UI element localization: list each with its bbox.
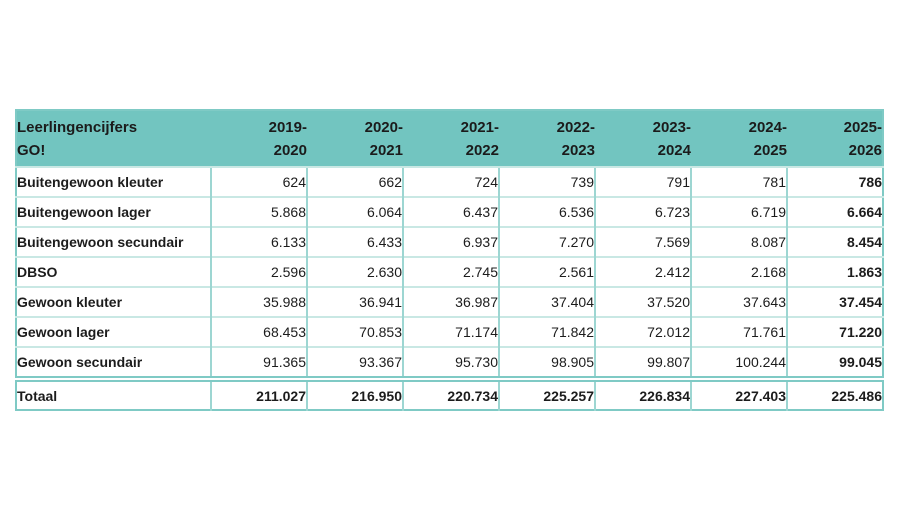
value-cell: 71.174 [402,316,499,347]
value-cell: 786 [786,166,883,197]
value-cell: 37.404 [498,286,595,317]
value-cell: 36.941 [306,286,403,317]
column-header-2023-2024: 2023- 2024 [595,110,691,167]
value-cell: 2.596 [210,256,307,287]
value-cell: 95.730 [402,346,499,382]
value-cell: 100.244 [690,346,787,382]
value-cell: 5.868 [210,196,307,227]
column-header-2024-2025: 2024- 2025 [691,110,787,167]
value-cell: 70.853 [306,316,403,347]
value-cell: 6.536 [498,196,595,227]
value-cell: 781 [690,166,787,197]
column-header-2020-2021: 2020- 2021 [307,110,403,167]
value-cell: 662 [306,166,403,197]
value-cell: 6.937 [402,226,499,257]
value-cell: 71.220 [786,316,883,347]
value-cell: 8.454 [786,226,883,257]
column-header-2019-2020: 2019- 2020 [211,110,307,167]
row-label: Gewoon lager [16,316,211,347]
value-cell: 2.168 [690,256,787,287]
value-cell: 99.045 [786,346,883,382]
table-row-dbso: DBSO 2.596 2.630 2.745 2.561 2.412 2.168… [16,256,883,287]
value-cell: 2.630 [306,256,403,287]
value-cell: 98.905 [498,346,595,382]
value-cell: 624 [210,166,307,197]
table-header-row: Leerlingencijfers GO! 2019- 2020 2020- 2… [16,110,883,167]
value-cell: 37.454 [786,286,883,317]
value-cell: 72.012 [594,316,691,347]
value-cell: 36.987 [402,286,499,317]
value-cell: 35.988 [210,286,307,317]
total-value-cell: 225.486 [786,379,883,410]
total-value-cell: 226.834 [594,379,691,410]
row-label: Buitengewoon kleuter [16,166,211,197]
value-cell: 6.433 [306,226,403,257]
table-row-gewoon-kleuter: Gewoon kleuter 35.988 36.941 36.987 37.4… [16,286,883,317]
table-row-buitengewoon-lager: Buitengewoon lager 5.868 6.064 6.437 6.5… [16,196,883,227]
value-cell: 7.569 [594,226,691,257]
value-cell: 6.437 [402,196,499,227]
value-cell: 37.520 [594,286,691,317]
value-cell: 91.365 [210,346,307,382]
value-cell: 2.561 [498,256,595,287]
value-cell: 8.087 [690,226,787,257]
value-cell: 93.367 [306,346,403,382]
value-cell: 2.412 [594,256,691,287]
value-cell: 6.133 [210,226,307,257]
table-row-gewoon-lager: Gewoon lager 68.453 70.853 71.174 71.842… [16,316,883,347]
value-cell: 2.745 [402,256,499,287]
row-label: DBSO [16,256,211,287]
table-title: Leerlingencijfers GO! [16,110,211,167]
total-value-cell: 225.257 [498,379,595,410]
value-cell: 1.863 [786,256,883,287]
total-value-cell: 220.734 [402,379,499,410]
value-cell: 6.719 [690,196,787,227]
row-label: Buitengewoon lager [16,196,211,227]
value-cell: 6.064 [306,196,403,227]
table-row-gewoon-secundair: Gewoon secundair 91.365 93.367 95.730 98… [16,346,883,382]
table-row-buitengewoon-kleuter: Buitengewoon kleuter 624 662 724 739 791… [16,166,883,197]
total-value-cell: 216.950 [306,379,403,410]
value-cell: 791 [594,166,691,197]
column-header-2021-2022: 2021- 2022 [403,110,499,167]
total-value-cell: 211.027 [210,379,307,410]
value-cell: 7.270 [498,226,595,257]
value-cell: 71.761 [690,316,787,347]
value-cell: 6.723 [594,196,691,227]
value-cell: 37.643 [690,286,787,317]
row-label: Gewoon kleuter [16,286,211,317]
value-cell: 99.807 [594,346,691,382]
leerlingencijfers-table: Leerlingencijfers GO! 2019- 2020 2020- 2… [15,109,884,411]
row-label: Buitengewoon secundair [16,226,211,257]
column-header-2025-2026: 2025- 2026 [787,110,883,167]
value-cell: 739 [498,166,595,197]
total-row: Totaal 211.027 216.950 220.734 225.257 2… [16,379,883,410]
total-value-cell: 227.403 [690,379,787,410]
value-cell: 724 [402,166,499,197]
table-row-buitengewoon-secundair: Buitengewoon secundair 6.133 6.433 6.937… [16,226,883,257]
column-header-2022-2023: 2022- 2023 [499,110,595,167]
value-cell: 68.453 [210,316,307,347]
total-label: Totaal [16,379,211,410]
value-cell: 6.664 [786,196,883,227]
value-cell: 71.842 [498,316,595,347]
row-label: Gewoon secundair [16,346,211,382]
